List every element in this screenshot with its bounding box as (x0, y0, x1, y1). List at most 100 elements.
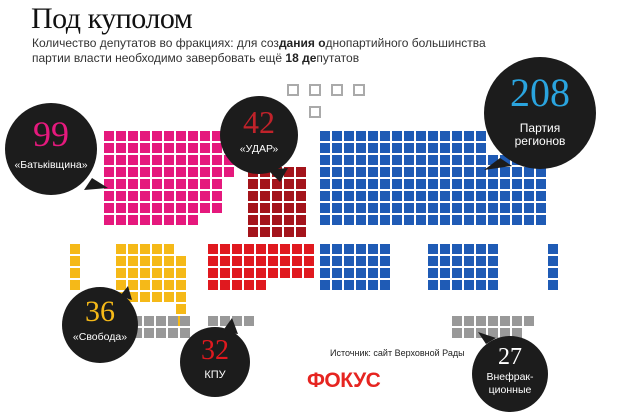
seat (116, 191, 126, 201)
seat (488, 179, 498, 189)
seat (536, 203, 546, 213)
seat (392, 191, 402, 201)
seat (248, 227, 258, 237)
seat (428, 280, 438, 290)
seat (548, 256, 558, 266)
seat (244, 244, 254, 254)
seat (368, 179, 378, 189)
seat (256, 280, 266, 290)
seat (512, 215, 522, 225)
seat (116, 244, 126, 254)
seat (512, 179, 522, 189)
seat (280, 244, 290, 254)
seat (428, 179, 438, 189)
seat (488, 244, 498, 254)
seat (248, 203, 258, 213)
seat (524, 316, 534, 326)
seat (128, 155, 138, 165)
seat (464, 256, 474, 266)
seat (356, 167, 366, 177)
seat (320, 143, 330, 153)
seat (164, 143, 174, 153)
seat (416, 215, 426, 225)
seat (152, 191, 162, 201)
seat (188, 191, 198, 201)
bubble-label: «Батьківщина» (14, 159, 88, 171)
seat (164, 179, 174, 189)
seat (152, 215, 162, 225)
seat (128, 268, 138, 278)
seat (488, 155, 498, 165)
seat (116, 167, 126, 177)
seat (452, 191, 462, 201)
seat (368, 268, 378, 278)
seat (476, 244, 486, 254)
seat (104, 155, 114, 165)
seat (128, 203, 138, 213)
seat (260, 179, 270, 189)
seat (256, 256, 266, 266)
seat (272, 227, 282, 237)
bubble-udar: 42 «УДАР» (220, 96, 298, 174)
seat (248, 179, 258, 189)
source-note: Источник: сайт Верховной Рады (330, 348, 465, 358)
seat (156, 316, 166, 326)
seat (104, 131, 114, 141)
seat (116, 179, 126, 189)
seat (416, 155, 426, 165)
seat (128, 280, 138, 290)
seat (440, 280, 450, 290)
seat (232, 244, 242, 254)
seat (404, 167, 414, 177)
seat (332, 179, 342, 189)
seat (296, 203, 306, 213)
seat (332, 143, 342, 153)
seat (356, 244, 366, 254)
seat (200, 167, 210, 177)
seat (416, 203, 426, 213)
seat (332, 280, 342, 290)
seat (368, 143, 378, 153)
seat (176, 131, 186, 141)
seat (464, 280, 474, 290)
subtitle-part: 18 де (285, 51, 317, 65)
seat (116, 203, 126, 213)
seat (440, 143, 450, 153)
bubble-label: «Свобода» (72, 331, 128, 343)
seat (272, 179, 282, 189)
subtitle-part: днопартийного большинства (325, 36, 486, 50)
seat (152, 155, 162, 165)
seat (548, 268, 558, 278)
seat (428, 215, 438, 225)
seat (284, 215, 294, 225)
seat (128, 292, 138, 302)
seat (152, 280, 162, 290)
seat (344, 143, 354, 153)
seat (452, 167, 462, 177)
seat (452, 316, 462, 326)
seat (284, 203, 294, 213)
seat (536, 167, 546, 177)
seat (332, 167, 342, 177)
bubble-number: 42 (243, 104, 275, 140)
seat (404, 131, 414, 141)
seat (428, 256, 438, 266)
seat (244, 280, 254, 290)
seat (332, 215, 342, 225)
seat (320, 215, 330, 225)
seat (392, 179, 402, 189)
seat (440, 167, 450, 177)
seat (116, 131, 126, 141)
seat (428, 203, 438, 213)
seat (244, 316, 254, 326)
bubble-label: КПУ (204, 369, 226, 381)
seat (380, 256, 390, 266)
seat (116, 215, 126, 225)
seat (440, 244, 450, 254)
seat (212, 203, 222, 213)
seat (500, 191, 510, 201)
seat (220, 244, 230, 254)
seat (140, 215, 150, 225)
seat (344, 280, 354, 290)
seat (152, 179, 162, 189)
